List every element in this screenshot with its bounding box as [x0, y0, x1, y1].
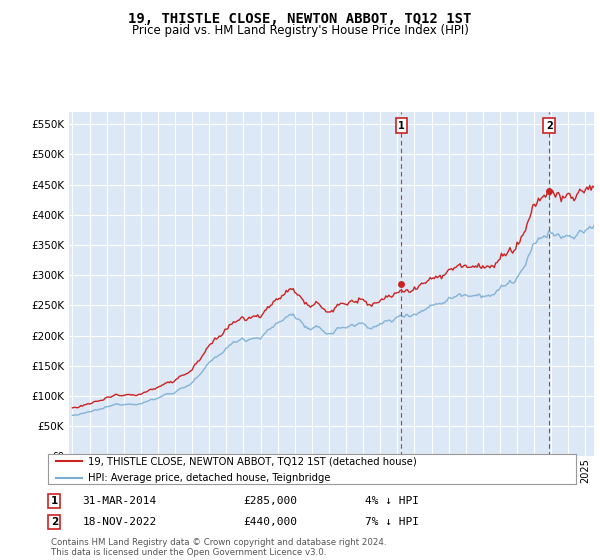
Text: 19, THISTLE CLOSE, NEWTON ABBOT, TQ12 1ST: 19, THISTLE CLOSE, NEWTON ABBOT, TQ12 1S… — [128, 12, 472, 26]
Text: £285,000: £285,000 — [244, 496, 298, 506]
Text: 4% ↓ HPI: 4% ↓ HPI — [365, 496, 419, 506]
Text: 7% ↓ HPI: 7% ↓ HPI — [365, 517, 419, 527]
Text: 1: 1 — [51, 496, 58, 506]
Text: HPI: Average price, detached house, Teignbridge: HPI: Average price, detached house, Teig… — [88, 473, 330, 483]
Text: Contains HM Land Registry data © Crown copyright and database right 2024.
This d: Contains HM Land Registry data © Crown c… — [51, 538, 386, 557]
Text: 19, THISTLE CLOSE, NEWTON ABBOT, TQ12 1ST (detached house): 19, THISTLE CLOSE, NEWTON ABBOT, TQ12 1S… — [88, 456, 416, 466]
Text: 1: 1 — [398, 121, 405, 131]
Text: £440,000: £440,000 — [244, 517, 298, 527]
Text: 18-NOV-2022: 18-NOV-2022 — [82, 517, 157, 527]
Text: 2: 2 — [51, 517, 58, 527]
Text: Price paid vs. HM Land Registry's House Price Index (HPI): Price paid vs. HM Land Registry's House … — [131, 24, 469, 37]
Text: 31-MAR-2014: 31-MAR-2014 — [82, 496, 157, 506]
Text: 2: 2 — [546, 121, 553, 131]
